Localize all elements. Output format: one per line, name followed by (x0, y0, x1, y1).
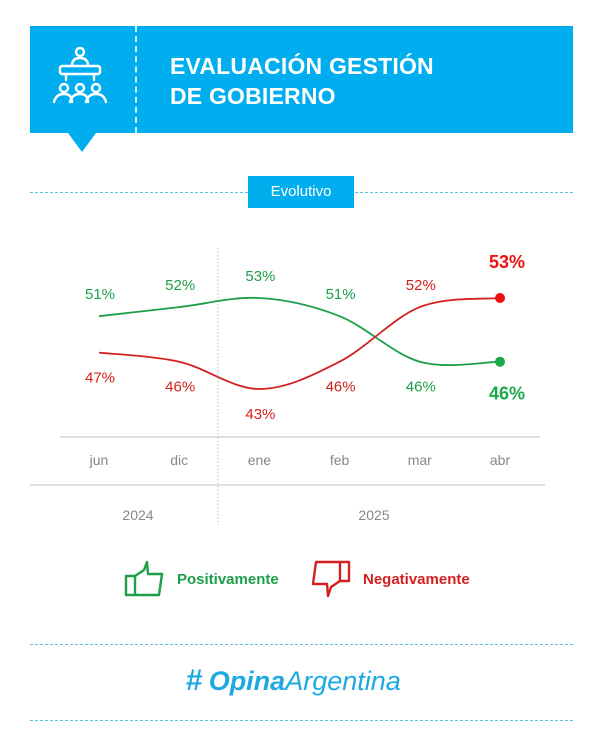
series-line-negativamente (98, 297, 501, 390)
divider (30, 644, 573, 645)
banner-pointer (68, 133, 96, 152)
data-label: 53% (245, 268, 275, 285)
logo-regular: Argentina (285, 665, 401, 696)
title-line-1: EVALUACIÓN GESTIÓN (170, 53, 434, 79)
x-tick-label: mar (408, 452, 432, 468)
legend-negative-label: Negativamente (363, 570, 470, 588)
data-label: 46% (326, 379, 356, 396)
x-tick-label: feb (330, 452, 350, 468)
x-tick-label: abr (490, 452, 511, 468)
thumbs-down-icon (311, 560, 351, 598)
data-label: 52% (165, 277, 195, 294)
legend-positive-label: Positivamente (177, 570, 279, 588)
data-label: 46% (165, 379, 195, 396)
banner-divider (135, 26, 137, 133)
data-label: 53% (489, 252, 525, 272)
data-label: 52% (406, 277, 436, 294)
page-title: EVALUACIÓN GESTIÓN DE GOBIERNO (170, 51, 434, 111)
legend-positive: Positivamente (124, 560, 279, 598)
divider (30, 720, 573, 721)
year-label: 2025 (358, 507, 389, 523)
hashtag-icon: # (186, 664, 203, 697)
x-tick-label: dic (170, 452, 188, 468)
data-label: 46% (489, 384, 525, 404)
section-tag: Evolutivo (248, 176, 354, 208)
data-label: 46% (406, 379, 436, 396)
end-point-marker (495, 293, 505, 303)
data-label: 43% (245, 406, 275, 423)
legend-negative: Negativamente (311, 560, 470, 598)
title-line-2: DE GOBIERNO (170, 83, 336, 109)
logo-bold: Opina (208, 665, 286, 696)
data-label: 47% (85, 370, 115, 387)
header-banner: EVALUACIÓN GESTIÓN DE GOBIERNO (30, 26, 573, 133)
end-point-marker (495, 356, 505, 367)
series-line-positivamente (98, 296, 501, 366)
thumbs-up-icon (124, 560, 164, 597)
data-label: 51% (326, 286, 356, 303)
x-tick-label: jun (89, 452, 109, 468)
presenter-audience-icon (52, 46, 108, 115)
year-label: 2024 (122, 507, 153, 523)
data-label: 51% (85, 286, 115, 303)
line-chart: jun dic ene feb mar abr 2024 2025 51% 52% 53% 51% 46… (30, 248, 545, 525)
opina-argentina-logo: # Opina Argentina (186, 664, 401, 698)
x-tick-label: ene (248, 452, 272, 468)
